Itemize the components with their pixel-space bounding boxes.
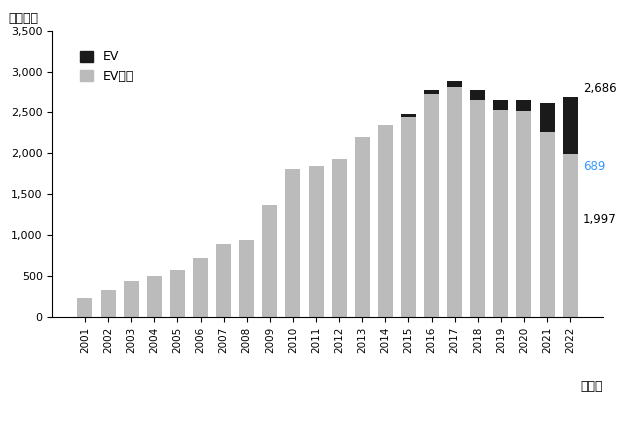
Bar bbox=[470, 100, 485, 317]
Bar bbox=[447, 87, 462, 317]
Bar bbox=[424, 94, 439, 317]
Bar bbox=[285, 169, 301, 317]
Bar bbox=[355, 137, 370, 317]
Text: （万台）: （万台） bbox=[8, 12, 38, 25]
Text: 1,997: 1,997 bbox=[583, 213, 617, 226]
Bar bbox=[309, 166, 324, 317]
Bar bbox=[517, 111, 532, 317]
Bar bbox=[378, 125, 393, 317]
Bar bbox=[447, 80, 462, 87]
Bar bbox=[539, 104, 554, 132]
Bar bbox=[331, 159, 346, 317]
Bar bbox=[470, 90, 485, 100]
Bar bbox=[424, 90, 439, 94]
Bar bbox=[517, 100, 532, 111]
Bar bbox=[563, 97, 578, 154]
Bar bbox=[193, 258, 208, 317]
Bar bbox=[401, 114, 416, 117]
Bar bbox=[216, 245, 231, 317]
Text: （年）: （年） bbox=[580, 380, 603, 393]
Bar bbox=[563, 154, 578, 317]
Bar bbox=[493, 110, 508, 317]
Bar bbox=[170, 270, 185, 317]
Bar bbox=[77, 298, 93, 317]
Bar bbox=[101, 290, 115, 317]
Legend: EV, EV以外: EV, EV以外 bbox=[75, 45, 139, 88]
Bar bbox=[262, 205, 277, 317]
Bar bbox=[539, 132, 554, 317]
Text: 2,686: 2,686 bbox=[583, 82, 617, 95]
Text: 689: 689 bbox=[583, 160, 605, 173]
Bar bbox=[147, 276, 162, 317]
Bar bbox=[239, 240, 255, 317]
Bar bbox=[493, 100, 508, 110]
Bar bbox=[401, 117, 416, 317]
Bar bbox=[123, 281, 139, 317]
